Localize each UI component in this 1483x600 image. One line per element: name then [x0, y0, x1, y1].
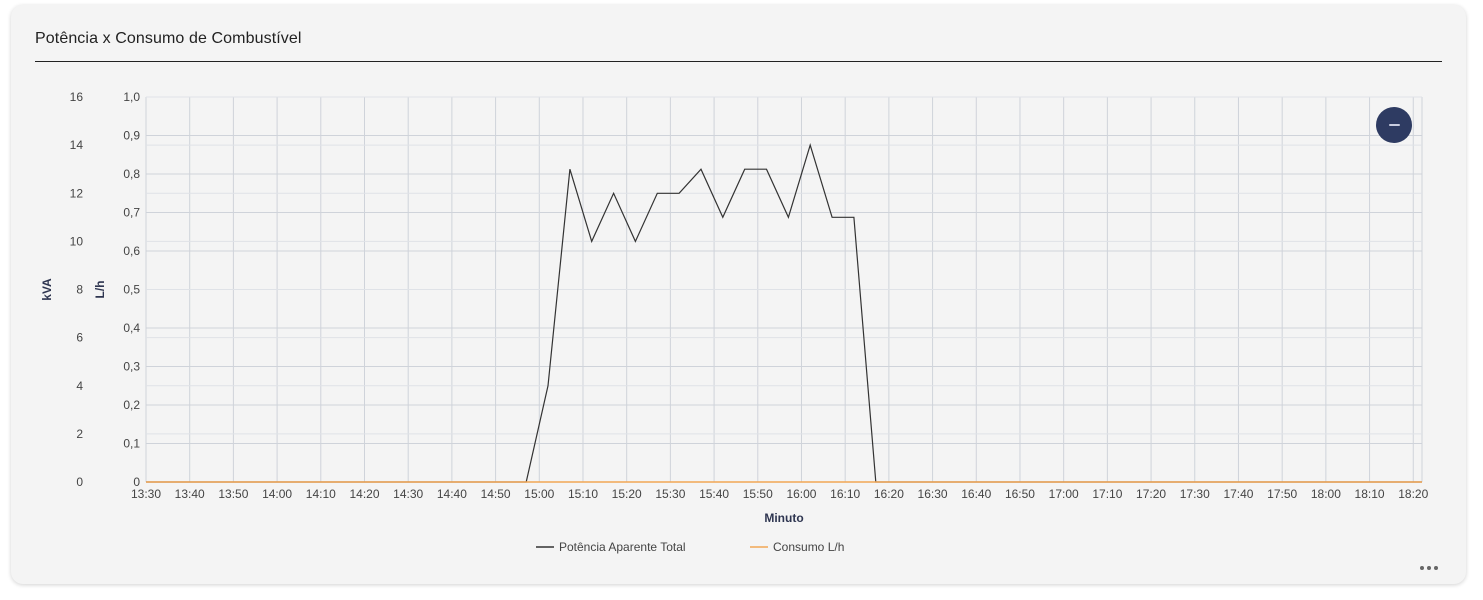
y-right-tick-label: 0,5: [123, 283, 140, 297]
y-left-tick-label: 4: [76, 379, 83, 393]
x-tick-label: 14:30: [393, 487, 423, 501]
x-tick-label: 16:30: [918, 487, 948, 501]
x-tick-label: 16:10: [830, 487, 860, 501]
x-tick-label: 13:30: [131, 487, 161, 501]
more-horizontal-icon: [1420, 566, 1424, 570]
y-left-tick-label: 16: [70, 90, 84, 104]
x-tick-label: 14:10: [306, 487, 336, 501]
legend-label: Consumo L/h: [773, 540, 844, 554]
y-right-tick-label: 0,8: [123, 167, 140, 181]
chart-card: Potência x Consumo de Combustível 13:30 1…: [11, 5, 1466, 584]
y-right-axis-title: L/h: [93, 281, 107, 299]
y-left-tick-label: 8: [76, 283, 83, 297]
x-tick-label: 18:10: [1355, 487, 1385, 501]
y-right-tick-label: 0,4: [123, 321, 140, 335]
y-right-tick-label: 1,0: [123, 90, 140, 104]
x-tick-label: 16:40: [961, 487, 991, 501]
y-left-tick-label: 14: [70, 138, 84, 152]
x-tick-label: 17:00: [1049, 487, 1079, 501]
x-tick-label: 13:50: [218, 487, 248, 501]
x-tick-label: 18:20: [1398, 487, 1428, 501]
x-tick-label: 17:50: [1267, 487, 1297, 501]
card-title: Potência x Consumo de Combustível: [35, 30, 302, 47]
x-tick-label: 15:20: [612, 487, 642, 501]
x-tick-label: 14:40: [437, 487, 467, 501]
x-axis-title: Minuto: [764, 511, 803, 525]
x-tick-label: 14:50: [481, 487, 511, 501]
x-tick-label: 15:30: [655, 487, 685, 501]
more-options-button[interactable]: [1417, 562, 1441, 574]
y-left-axis-title: kVA: [40, 278, 54, 301]
x-tick-label: 13:40: [175, 487, 205, 501]
x-tick-label: 15:40: [699, 487, 729, 501]
x-tick-label: 17:20: [1136, 487, 1166, 501]
series-line-1: [146, 143, 1422, 483]
y-right-tick-label: 0: [133, 475, 140, 489]
y-left-tick-label: 12: [70, 186, 84, 200]
collapse-button[interactable]: [1376, 107, 1412, 143]
x-tick-label: 18:00: [1311, 487, 1341, 501]
y-right-tick-label: 0,1: [123, 437, 140, 451]
x-tick-label: 14:00: [262, 487, 292, 501]
y-right-tick-label: 0,2: [123, 398, 140, 412]
y-right-tick-label: 0,6: [123, 244, 140, 258]
minus-icon: [1388, 124, 1400, 126]
x-tick-label: 15:50: [743, 487, 773, 501]
legend-label: Potência Aparente Total: [559, 540, 686, 554]
x-tick-label: 17:40: [1223, 487, 1253, 501]
x-tick-label: 17:10: [1092, 487, 1122, 501]
title-divider: [35, 61, 1442, 62]
y-right-tick-label: 0,3: [123, 360, 140, 374]
x-tick-label: 16:00: [786, 487, 816, 501]
y-left-tick-label: 0: [76, 475, 83, 489]
y-right-tick-label: 0,7: [123, 206, 140, 220]
x-tick-label: 16:50: [1005, 487, 1035, 501]
x-tick-label: 17:30: [1180, 487, 1210, 501]
y-left-tick-label: 6: [76, 331, 83, 345]
y-right-tick-label: 0,9: [123, 129, 140, 143]
x-tick-label: 15:10: [568, 487, 598, 501]
chart: 13:30 13:40 13:50 14:00 14:10 14:20 14:30 14:40…: [40, 90, 1429, 554]
y-left-tick-label: 10: [70, 234, 84, 248]
y-left-tick-label: 2: [76, 427, 83, 441]
x-tick-label: 15:00: [524, 487, 554, 501]
x-tick-label: 16:20: [874, 487, 904, 501]
x-tick-label: 14:20: [349, 487, 379, 501]
